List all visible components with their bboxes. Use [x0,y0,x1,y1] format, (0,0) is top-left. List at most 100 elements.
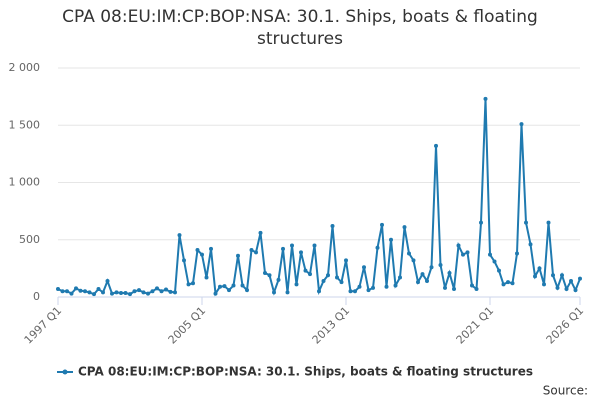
data-point [578,276,582,281]
data-point [141,290,146,295]
y-tick-label: 0 [33,290,40,303]
data-point [195,248,200,253]
data-point [60,289,65,294]
data-point [267,273,272,278]
data-point [407,251,411,256]
y-tick-label: 2 000 [9,61,41,74]
y-tick-label: 1 000 [9,176,41,189]
data-point [65,289,69,294]
data-point [245,288,249,293]
data-point [204,275,209,280]
data-point [119,290,123,295]
data-point [537,266,542,271]
data-point [258,230,263,235]
data-point [371,285,375,290]
series-line [57,98,581,297]
data-point [146,291,150,296]
x-tick-label: 2013 Q1 [310,304,353,347]
data-point [78,288,83,293]
data-point [524,220,528,225]
data-point [411,258,416,263]
data-point [312,243,317,248]
data-point [56,286,60,291]
data-point [254,250,258,255]
data-point [456,243,461,248]
data-point [69,291,74,296]
data-point [389,237,393,242]
data-point [110,291,114,296]
data-point [447,270,452,275]
data-point [281,246,285,251]
y-tick-label: 500 [19,233,40,246]
data-point [276,277,281,282]
data-point [326,273,330,278]
data-point [555,285,560,290]
data-point [128,292,132,297]
data-point [335,275,339,280]
data-point [200,252,204,257]
data-point [357,284,362,289]
data-point [551,273,555,278]
data-point [569,278,573,283]
data-point [330,224,335,229]
data-point [186,282,191,287]
data-point [150,289,155,294]
data-point [492,259,497,264]
data-point [438,262,443,267]
data-point [501,282,506,287]
data-point [164,287,168,292]
data-point [132,289,137,294]
data-point [542,282,546,287]
data-point [168,289,173,294]
x-tick-label: 2005 Q1 [166,304,209,347]
data-point [573,288,578,293]
data-point [114,290,119,295]
data-point [173,290,177,295]
data-point [321,278,326,283]
data-point [159,289,164,294]
data-point [384,284,389,289]
data-point [240,283,245,288]
data-point [380,222,384,227]
data-point [299,250,303,255]
data-point [263,270,267,275]
data-point [308,272,312,277]
data-point [533,274,537,279]
legend-marker [62,369,68,375]
data-point [227,288,231,293]
data-point [479,220,483,225]
data-point [483,96,488,101]
data-point [105,278,110,283]
data-point [425,278,429,283]
data-point [83,289,87,294]
data-point [564,286,569,291]
data-point [515,251,519,256]
data-point [209,246,213,251]
chart-title: CPA 08:EU:IM:CP:BOP:NSA: 30.1. Ships, bo… [62,7,538,49]
data-point [74,286,78,291]
source-label: Source: [543,384,588,398]
data-point [510,281,515,286]
data-point [497,268,501,273]
data-point [434,143,438,148]
data-point [191,281,195,286]
data-point [218,284,222,289]
x-tick-label: 2021 Q1 [454,304,497,347]
data-point [398,275,402,280]
data-point [546,220,551,225]
data-point [101,290,105,295]
data-point [344,258,348,263]
data-point [272,290,276,295]
data-point [96,286,101,291]
legend-label: CPA 08:EU:IM:CP:BOP:NSA: 30.1. Ships, bo… [78,365,533,379]
data-point [339,280,344,285]
data-point [528,242,533,247]
data-point [560,273,564,278]
data-point [488,252,492,257]
data-point [182,258,186,263]
data-point [353,289,357,294]
data-point [231,283,236,288]
data-point [429,265,434,270]
data-point [92,292,96,297]
